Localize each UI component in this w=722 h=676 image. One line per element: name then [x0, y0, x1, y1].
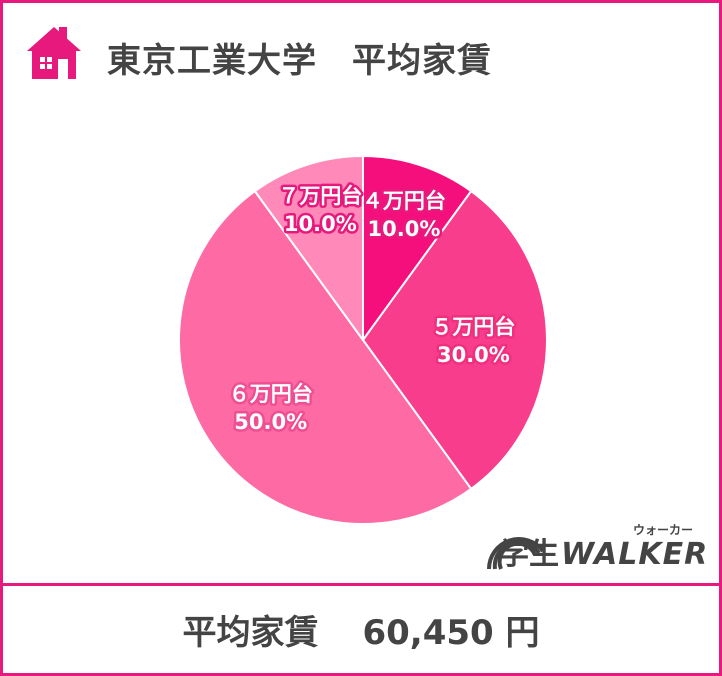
- logo-text: 学生WALKER: [499, 529, 708, 573]
- house-icon: [27, 27, 81, 79]
- gakusei-walker-logo: ウォーカー 学生WALKER: [481, 511, 711, 581]
- slice-percent-4: 10.0%: [284, 212, 357, 236]
- logo-jp: 学生: [499, 537, 559, 572]
- pie-slice-1: [362, 154, 473, 344]
- slice-label-4: ７万円台: [278, 184, 362, 208]
- average-rent-value: 60,450 円: [362, 613, 540, 653]
- slice-label-3: ６万円台: [229, 382, 313, 406]
- slice-percent-3: 50.0%: [234, 410, 307, 434]
- pie-slice-2: [361, 189, 548, 491]
- slice-percent-2: 30.0%: [437, 343, 510, 367]
- slice-label-1: ４万円台: [362, 189, 446, 213]
- slice-label-2: ５万円台: [431, 315, 515, 339]
- pie-slice-4: [253, 154, 364, 344]
- slice-percent-1: 10.0%: [368, 217, 441, 241]
- header: 東京工業大学 平均家賃: [3, 3, 719, 103]
- logo-arc-icon: [487, 537, 545, 570]
- footer-divider: [3, 583, 719, 586]
- average-rent-footer: 平均家賃 60,450 円: [3, 586, 719, 673]
- logo-kana: ウォーカー: [633, 523, 694, 537]
- page-title: 東京工業大学 平均家賃: [107, 41, 492, 81]
- pie-slice-3: [178, 189, 473, 525]
- average-rent-label: 平均家賃: [182, 613, 319, 653]
- logo-en: WALKER: [561, 537, 709, 572]
